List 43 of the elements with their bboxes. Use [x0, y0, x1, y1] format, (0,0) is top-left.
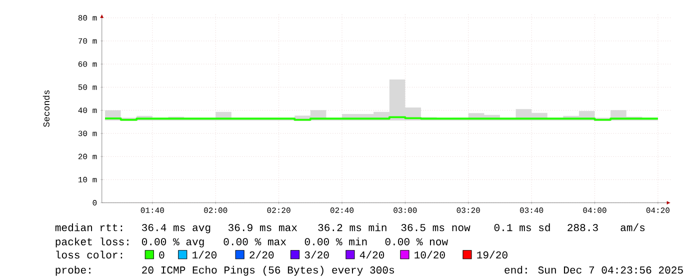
- y-tick-label: 40 m: [78, 108, 97, 113]
- text: 36.4 ms avg: [142, 224, 210, 234]
- y-tick-label: 60 m: [78, 61, 97, 67]
- text: probe:: [56, 266, 90, 276]
- text: 36.2 ms min: [318, 223, 386, 232]
- text: am/s: [620, 223, 645, 232]
- text: packet loss:: [56, 238, 128, 248]
- x-tick-label: 03:20: [456, 207, 480, 213]
- y-tick-label: 70 m: [78, 38, 97, 44]
- legend-label: 10/20: [414, 250, 445, 258]
- y-tick-label: 10 m: [78, 176, 97, 182]
- text: 0.00 % avg: [142, 238, 204, 248]
- x-tick-label: 02:00: [204, 207, 228, 213]
- y-tick-label: 80 m: [78, 15, 97, 21]
- text: 36.9 ms max: [228, 224, 298, 232]
- y-tick-label: 20 m: [78, 154, 97, 160]
- text: end: Sun Dec 7 04:23:56 2025: [504, 266, 683, 274]
- x-tick-label: 03:40: [520, 207, 544, 213]
- text: median rtt:: [55, 223, 122, 232]
- text: 36.5 ms now: [401, 224, 470, 232]
- legend-label: 3/20: [304, 250, 329, 258]
- text: 288.3: [568, 224, 598, 232]
- legend-label: 0: [159, 251, 164, 258]
- legend-label: 1/20: [192, 250, 216, 258]
- y-tick-label: 50 m: [78, 84, 97, 90]
- x-tick-label: 02:20: [267, 207, 290, 213]
- text: 0.1 ms sd: [494, 223, 550, 232]
- text: 0.00 % min: [304, 238, 367, 246]
- y-axis-title: Seconds: [42, 90, 50, 127]
- legend-title: loss color:: [56, 250, 122, 258]
- legend-label: 2/20: [250, 250, 274, 258]
- x-tick-label: 04:20: [646, 207, 670, 213]
- y-tick-label: 0: [92, 200, 97, 206]
- legend-label: 19/20: [477, 250, 508, 258]
- x-tick-label: 04:00: [583, 207, 606, 213]
- legend-label: 4/20: [360, 250, 384, 258]
- text: 0.00 % max: [224, 238, 286, 246]
- text: 20 ICMP Echo Pings (56 Bytes) every 300s: [142, 266, 394, 276]
- text: 0.00 % now: [385, 238, 448, 246]
- x-tick-label: 01:40: [140, 207, 164, 213]
- y-tick-label: 30 m: [78, 130, 97, 136]
- x-tick-label: 02:40: [330, 207, 354, 213]
- x-tick-label: 03:00: [394, 207, 417, 213]
